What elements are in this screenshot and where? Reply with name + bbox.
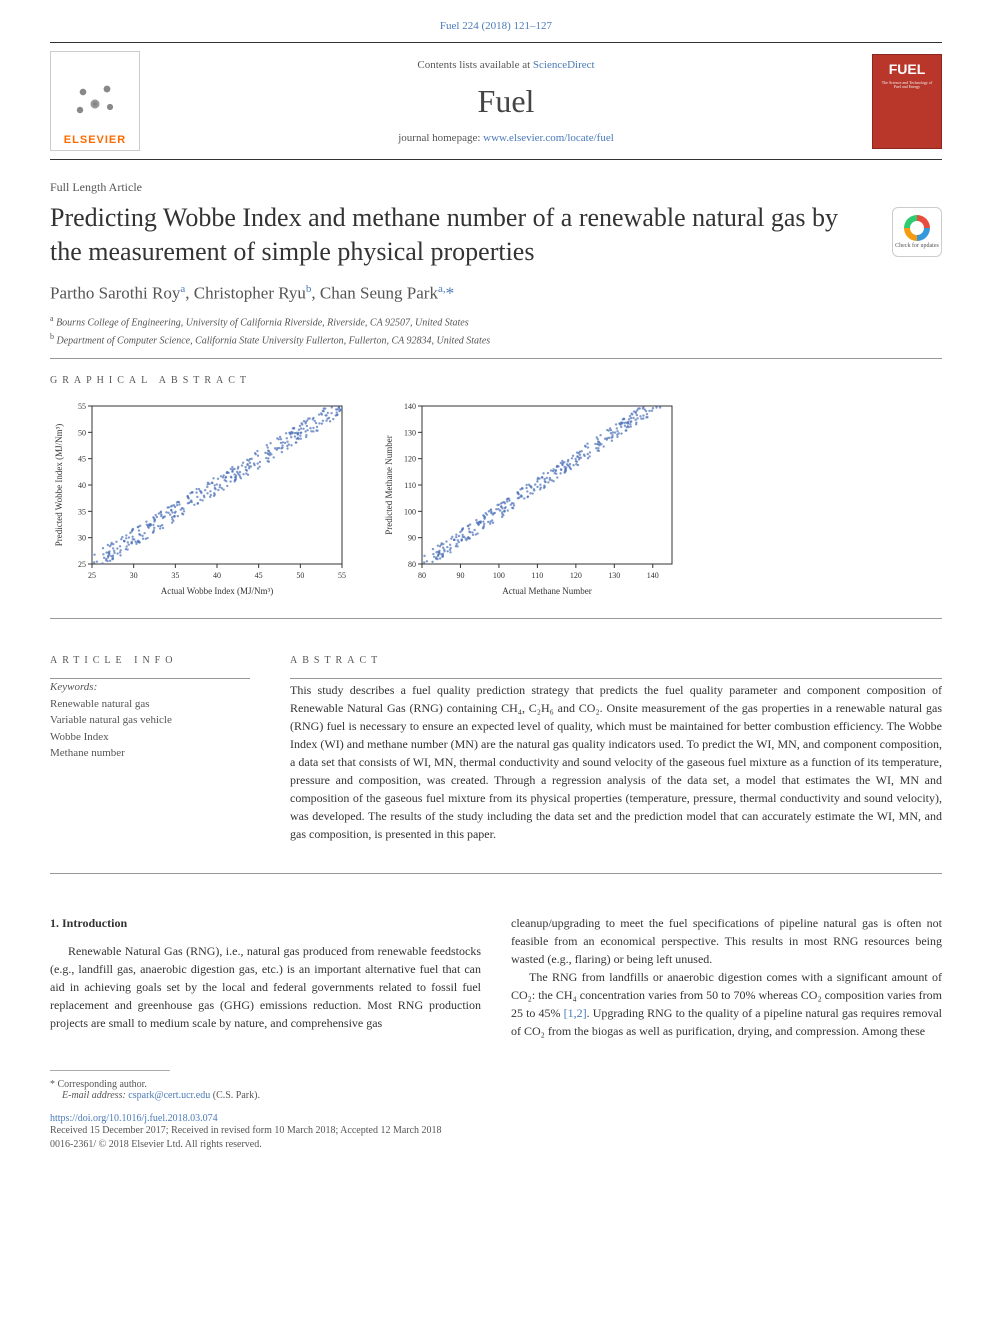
doi-link[interactable]: https://doi.org/10.1016/j.fuel.2018.03.0…: [50, 1113, 218, 1124]
homepage-prefix: journal homepage:: [398, 132, 483, 144]
svg-text:80: 80: [418, 571, 426, 580]
article-info-label: ARTICLE INFO: [50, 655, 250, 666]
footer-separator: [50, 1070, 170, 1071]
svg-text:Predicted Wobbe Index (MJ/Nm³): Predicted Wobbe Index (MJ/Nm³): [54, 424, 64, 547]
svg-text:45: 45: [255, 571, 263, 580]
svg-text:45: 45: [78, 455, 86, 464]
elsevier-tree-icon: [65, 74, 125, 134]
journal-name: Fuel: [140, 83, 872, 120]
sciencedirect-link[interactable]: ScienceDirect: [533, 59, 595, 71]
contents-line: Contents lists available at ScienceDirec…: [140, 59, 872, 71]
svg-text:35: 35: [78, 507, 86, 516]
introduction-section: 1. Introduction Renewable Natural Gas (R…: [50, 914, 942, 1040]
crossmark-icon: [904, 215, 930, 241]
intro-heading: 1. Introduction: [50, 914, 481, 932]
article-info-column: ARTICLE INFO Keywords: Renewable natural…: [50, 639, 250, 843]
intro-paragraph: Renewable Natural Gas (RNG), i.e., natur…: [50, 942, 481, 1032]
svg-text:80: 80: [408, 560, 416, 569]
copyright-line: 0016-2361/ © 2018 Elsevier Ltd. All righ…: [50, 1138, 942, 1152]
svg-text:Actual Methane Number: Actual Methane Number: [502, 586, 591, 596]
svg-text:30: 30: [78, 534, 86, 543]
svg-text:50: 50: [78, 428, 86, 437]
authors: Partho Sarothi Roya, Christopher Ryub, C…: [50, 283, 942, 304]
svg-text:110: 110: [404, 481, 416, 490]
cover-subtitle: The Science and Technology of Fuel and E…: [879, 81, 935, 91]
journal-cover: FUEL The Science and Technology of Fuel …: [872, 54, 942, 149]
contents-prefix: Contents lists available at: [417, 59, 532, 71]
email-label: E-mail address:: [62, 1090, 128, 1101]
svg-text:Predicted Methane Number: Predicted Methane Number: [384, 435, 394, 534]
header-center: Contents lists available at ScienceDirec…: [140, 59, 872, 144]
doi-line: https://doi.org/10.1016/j.fuel.2018.03.0…: [50, 1113, 942, 1124]
intro-paragraph: The RNG from landfills or anaerobic dige…: [511, 968, 942, 1040]
svg-text:100: 100: [404, 507, 416, 516]
svg-text:110: 110: [532, 571, 544, 580]
email-suffix: (C.S. Park).: [210, 1090, 260, 1101]
received-line: Received 15 December 2017; Received in r…: [50, 1124, 942, 1138]
email-line: E-mail address: cspark@cert.ucr.edu (C.S…: [62, 1090, 942, 1101]
intro-paragraph: cleanup/upgrading to meet the fuel speci…: [511, 914, 942, 968]
graphical-abstract-label: GRAPHICAL ABSTRACT: [50, 375, 942, 386]
svg-text:55: 55: [78, 402, 86, 411]
divider: [50, 358, 942, 359]
affiliations: a Bourns College of Engineering, Univers…: [50, 313, 942, 348]
divider: [50, 678, 250, 679]
cover-title: FUEL: [889, 61, 926, 77]
abstract-text: This study describes a fuel quality pred…: [290, 681, 942, 843]
journal-reference: Fuel 224 (2018) 121–127: [50, 20, 942, 32]
divider: [290, 678, 942, 679]
svg-text:140: 140: [404, 402, 416, 411]
abstract-column: ABSTRACT This study describes a fuel qua…: [290, 639, 942, 843]
svg-text:25: 25: [88, 571, 96, 580]
abstract-label: ABSTRACT: [290, 655, 942, 666]
svg-text:35: 35: [171, 571, 179, 580]
svg-text:40: 40: [213, 571, 221, 580]
svg-text:90: 90: [456, 571, 464, 580]
svg-text:Actual Wobbe Index (MJ/Nm³): Actual Wobbe Index (MJ/Nm³): [161, 586, 274, 596]
svg-text:25: 25: [78, 560, 86, 569]
keywords-label: Keywords:: [50, 681, 250, 693]
corresponding-author: * Corresponding author.: [50, 1079, 942, 1090]
article-title: Predicting Wobbe Index and methane numbe…: [50, 201, 872, 269]
email-link[interactable]: cspark@cert.ucr.edu: [128, 1090, 210, 1101]
svg-text:130: 130: [608, 571, 620, 580]
check-updates-badge[interactable]: Check for updates: [892, 207, 942, 257]
homepage-link[interactable]: www.elsevier.com/locate/fuel: [483, 132, 614, 144]
intro-left-column: 1. Introduction Renewable Natural Gas (R…: [50, 914, 481, 1040]
elsevier-logo: ELSEVIER: [50, 51, 140, 151]
graphical-abstract: 25 30 35 40 45 50 55 25 30 35 40 45 50 55 Actual Wobbe…: [50, 398, 942, 598]
svg-text:30: 30: [130, 571, 138, 580]
divider: [50, 618, 942, 619]
wobbe-index-chart: 25 30 35 40 45 50 55 25 30 35 40 45 50 55 Actual Wobbe…: [50, 398, 350, 598]
homepage-line: journal homepage: www.elsevier.com/locat…: [140, 132, 872, 144]
intro-right-column: cleanup/upgrading to meet the fuel speci…: [511, 914, 942, 1040]
svg-text:140: 140: [647, 571, 659, 580]
svg-text:130: 130: [404, 428, 416, 437]
svg-text:120: 120: [570, 571, 582, 580]
elsevier-label: ELSEVIER: [64, 134, 126, 146]
article-type: Full Length Article: [50, 180, 942, 195]
methane-number-chart: 80 90 100 110 120 130 140 80 90 100 110 120 130 140 Ac…: [380, 398, 680, 598]
svg-text:100: 100: [493, 571, 505, 580]
svg-text:120: 120: [404, 455, 416, 464]
journal-header: ELSEVIER Contents lists available at Sci…: [50, 42, 942, 160]
check-updates-text: Check for updates: [895, 243, 939, 249]
svg-text:40: 40: [78, 481, 86, 490]
svg-text:90: 90: [408, 534, 416, 543]
keywords-list: Renewable natural gasVariable natural ga…: [50, 696, 250, 762]
divider: [50, 873, 942, 874]
svg-text:50: 50: [296, 571, 304, 580]
svg-text:55: 55: [338, 571, 346, 580]
